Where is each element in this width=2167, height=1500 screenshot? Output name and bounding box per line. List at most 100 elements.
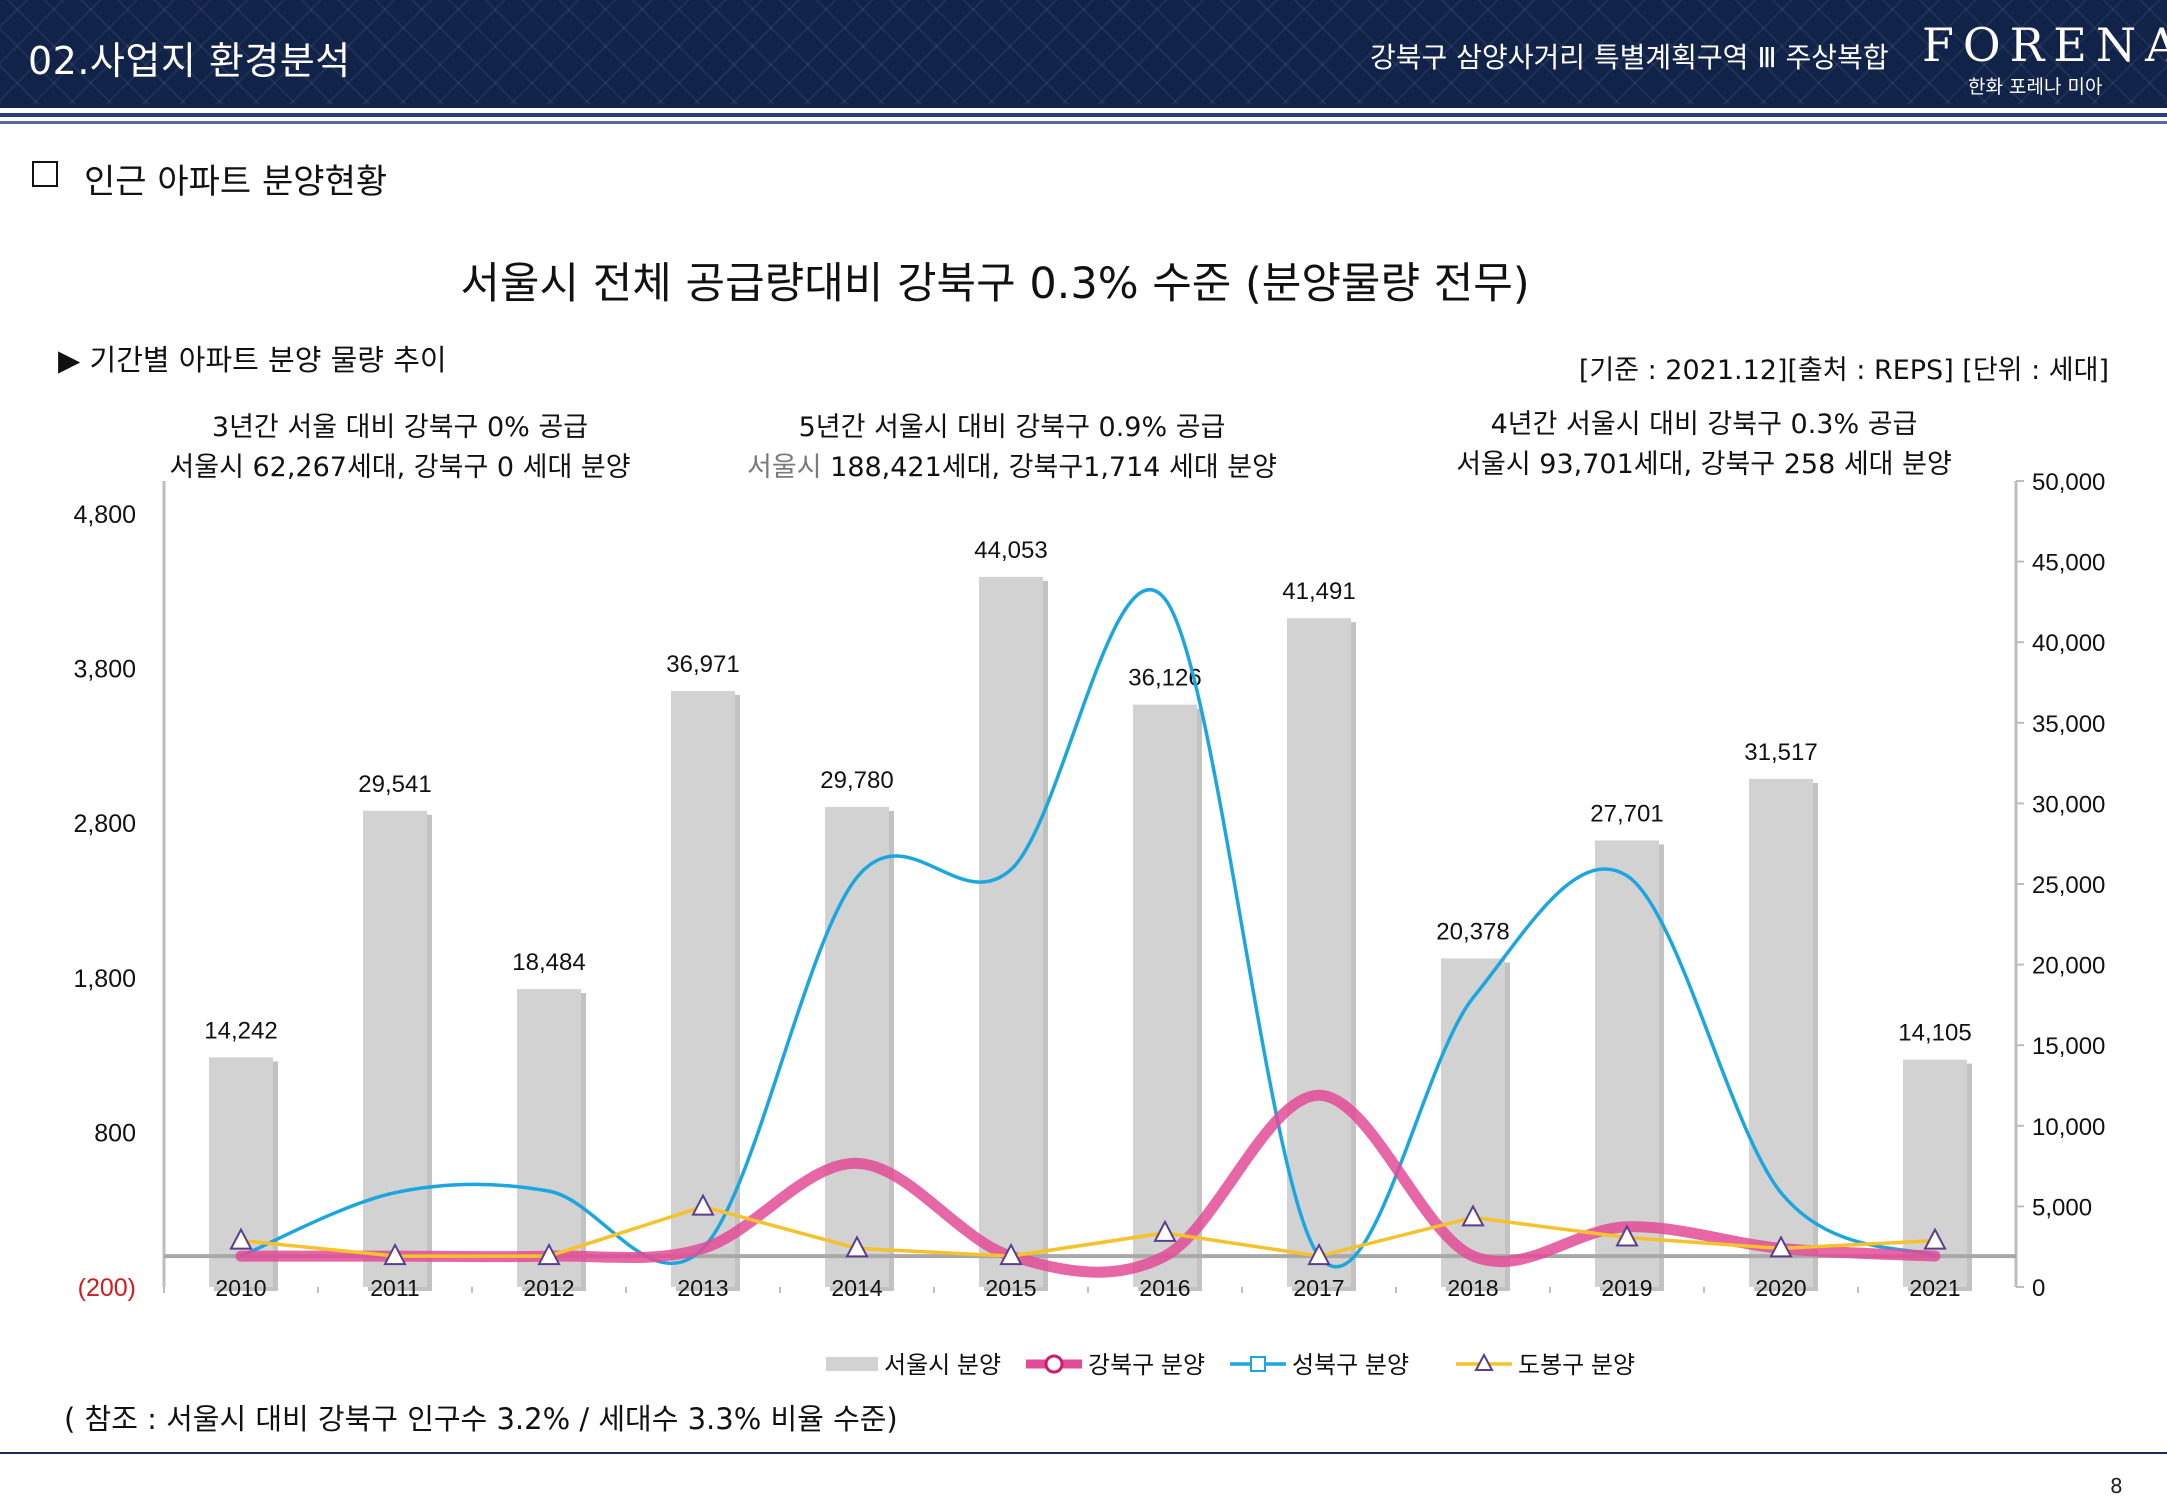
bar-value-label: 20,378 — [1436, 919, 1509, 946]
legend-label: 강북구 분양 — [1088, 1352, 1205, 1379]
marker-dobong-2011 — [383, 1242, 407, 1266]
x-tick-label: 2013 — [677, 1275, 728, 1301]
project-name: 강북구 삼양사거리 특별계획구역 Ⅲ 주상복합 — [1370, 41, 1889, 74]
bar-seoul-2012 — [517, 989, 581, 1287]
x-tick-label: 2012 — [523, 1275, 574, 1301]
legend-marker — [1474, 1352, 1494, 1371]
bar-value-label: 27,701 — [1590, 800, 1663, 827]
marker-dobong-2012 — [537, 1242, 561, 1266]
line-dobong — [240, 1204, 1936, 1258]
annotation-line: 서울시 93,701세대, 강북구 258 세대 분양 — [1456, 449, 1952, 480]
bar-seoul-2018 — [1441, 958, 1505, 1287]
bar-value-label: 44,053 — [974, 537, 1047, 564]
bar-seoul-2017 — [1287, 618, 1351, 1287]
x-tick-label: 2014 — [831, 1275, 882, 1301]
annotation-line: 서울시 188,421세대, 강북구1,714 세대 분양 — [747, 448, 1277, 488]
source-note: [기준 : 2021.12][출처 : REPS] [단위 : 세대] — [1578, 355, 2109, 386]
marker-dobong-2017 — [1307, 1242, 1331, 1266]
series-dobong — [229, 1193, 1947, 1266]
left-tick-label: 4,800 — [73, 501, 136, 529]
header-rule — [0, 113, 2167, 117]
header-rule — [0, 121, 2167, 124]
bar-seoul-2011 — [363, 810, 427, 1287]
legend: 서울시 분양 강북구 분양 성북구 분양 도봉구 분양 — [826, 1352, 1635, 1379]
bar-value-label: 14,242 — [204, 1017, 277, 1044]
right-tick-label: 30,000 — [2032, 791, 2105, 818]
sub-heading: 인근 아파트 분양현황 — [84, 162, 388, 202]
right-tick-label: 15,000 — [2032, 1033, 2105, 1060]
annotation-line: 서울시 62,267세대, 강북구 0 세대 분양 — [169, 452, 631, 483]
marker-dobong-2016 — [1153, 1219, 1177, 1242]
marker-dobong-2018 — [1461, 1204, 1485, 1227]
right-tick-label: 20,000 — [2032, 953, 2105, 980]
marker-dobong-2014 — [845, 1235, 869, 1258]
header-banner — [0, 0, 2167, 104]
legend-item: 도봉구 분양 — [1456, 1352, 1635, 1379]
bar-seoul-2020 — [1749, 778, 1813, 1287]
x-tick-label: 2019 — [1601, 1275, 1652, 1301]
section-title: 02.사업지 환경분석 — [28, 39, 351, 83]
x-tick-label: 2011 — [370, 1275, 419, 1301]
annotation-period-1: 3년간 서울 대비 강북구 0% 공급 서울시 62,267세대, 강북구 0 … — [169, 408, 630, 488]
legend-marker — [1044, 1354, 1064, 1374]
series-seongbuk — [240, 588, 1936, 1269]
bar-seoul-2019 — [1595, 840, 1659, 1287]
annotation-line: 4년간 서울시 대비 강북구 0.3% 공급 — [1490, 409, 1918, 440]
legend-label: 성북구 분양 — [1292, 1352, 1409, 1379]
marker-dobong-2019 — [1615, 1224, 1639, 1247]
legend-marker — [1250, 1356, 1266, 1372]
right-tick-label: 45,000 — [2032, 550, 2105, 577]
left-tick-label: (200) — [78, 1274, 136, 1302]
bar-value-label: 18,484 — [512, 949, 585, 976]
left-tick-label: 800 — [94, 1119, 136, 1147]
bar-seoul-2016 — [1133, 704, 1197, 1287]
bar-value-label: 31,517 — [1744, 739, 1817, 766]
x-tick-label: 2010 — [215, 1275, 266, 1301]
left-tick-label: 2,800 — [73, 810, 136, 838]
x-tick-label: 2016 — [1139, 1275, 1190, 1301]
bar-value-label: 14,105 — [1898, 1020, 1971, 1047]
right-tick-label: 0 — [2032, 1275, 2045, 1302]
marker-dobong-2021 — [1923, 1227, 1947, 1250]
legend-label: 서울시 분양 — [884, 1352, 1001, 1379]
legend-label: 도봉구 분양 — [1518, 1352, 1635, 1379]
x-tick-label: 2018 — [1447, 1275, 1498, 1301]
bar-seoul-2014 — [825, 806, 889, 1287]
left-tick-label: 1,800 — [73, 965, 136, 993]
right-tick-label: 40,000 — [2032, 630, 2105, 657]
right-tick-label: 10,000 — [2032, 1114, 2105, 1141]
annotation-text: 188,421세대, 강북구1,714 세대 분양 — [821, 452, 1277, 483]
bar-seoul-2015 — [979, 576, 1043, 1287]
annotation-period-2: 5년간 서울시 대비 강북구 0.9% 공급 서울시 188,421세대, 강북… — [747, 408, 1277, 488]
brand-subtitle: 한화 포레나 미아 — [1968, 76, 2103, 98]
right-tick-label: 35,000 — [2032, 711, 2105, 738]
marker-dobong-2020 — [1769, 1235, 1793, 1258]
right-tick-label: 50,000 — [2032, 469, 2105, 496]
x-tick-label: 2021 — [1909, 1275, 1960, 1301]
bars-seoul: 14,242 29,541 18,484 36,971 29,780 44,053 36,1… — [204, 537, 1972, 1291]
marker-dobong-2015 — [999, 1242, 1023, 1266]
annotation-period-3: 4년간 서울시 대비 강북구 0.3% 공급 서울시 93,701세대, 강북구… — [1456, 405, 1952, 485]
bar-value-label: 36,126 — [1128, 665, 1201, 692]
legend-swatch — [826, 1357, 878, 1371]
checkbox-icon — [32, 161, 58, 187]
footer-rule — [0, 1452, 2167, 1454]
x-tick-label: 2015 — [985, 1275, 1036, 1301]
line-seongbuk — [240, 588, 1936, 1269]
footnote: ( 참조 : 서울시 대비 강북구 인구수 3.2% / 세대수 3.3% 비율… — [64, 1402, 898, 1436]
header-rule — [0, 104, 2167, 108]
annotation-line: 3년간 서울 대비 강북구 0% 공급 — [211, 412, 589, 443]
right-tick-label: 25,000 — [2032, 872, 2105, 899]
page-number: 8 — [2110, 1474, 2123, 1498]
annotation-muted-text: 서울시 — [747, 452, 822, 483]
legend-item: 강북구 분양 — [1026, 1352, 1205, 1379]
bar-seoul-2013 — [671, 691, 735, 1287]
bar-value-label: 36,971 — [666, 651, 739, 678]
marker-dobong-2010 — [229, 1227, 253, 1250]
bar-value-label: 29,541 — [358, 771, 431, 798]
x-tick-label: 2017 — [1293, 1275, 1344, 1301]
legend-item: 서울시 분양 — [826, 1352, 1001, 1379]
chart-subtitle: ▶ 기간별 아파트 분양 물량 추이 — [58, 343, 447, 377]
annotation-line: 5년간 서울시 대비 강북구 0.9% 공급 — [798, 412, 1226, 443]
